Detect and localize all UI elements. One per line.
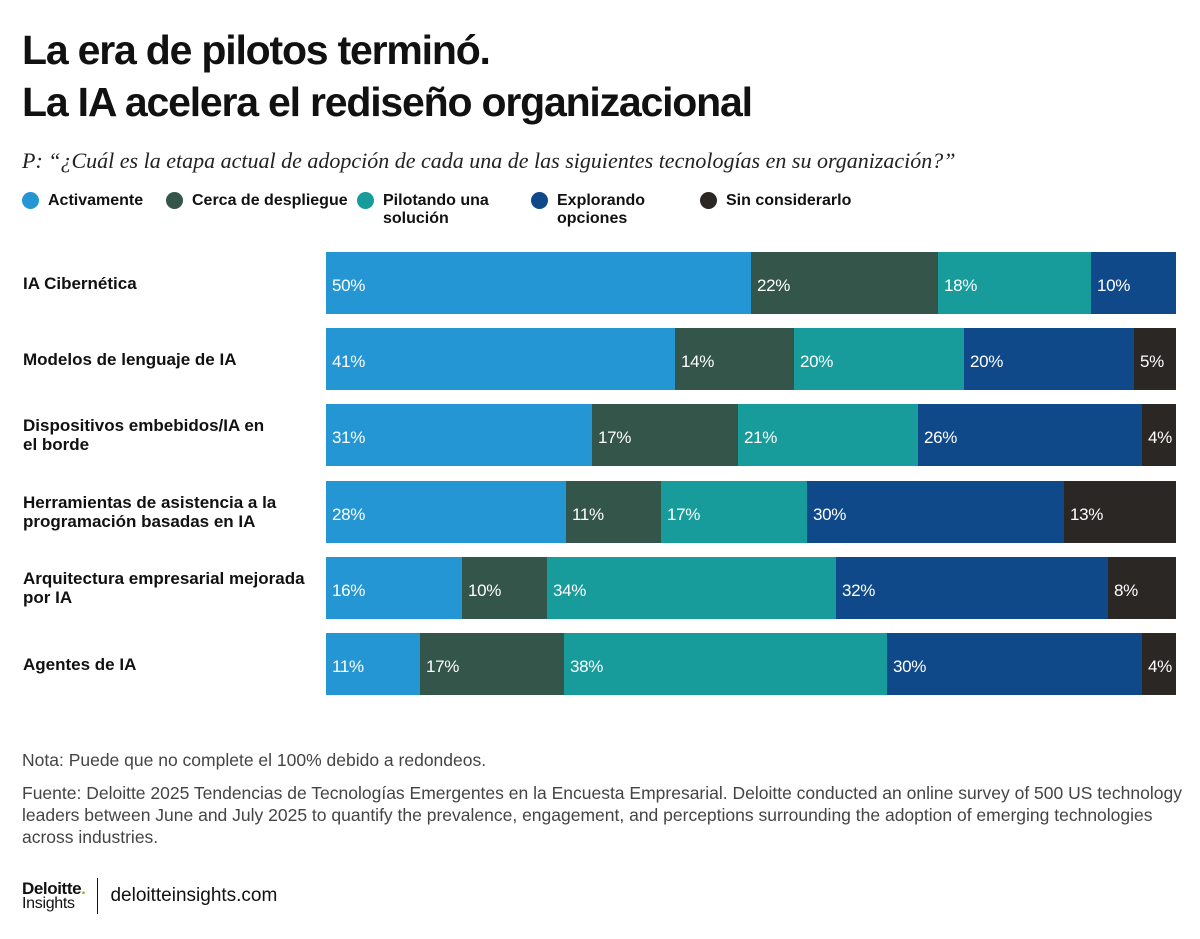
legend-label: Sin considerarlo bbox=[726, 192, 852, 209]
data-label: 20% bbox=[800, 352, 834, 371]
bar-segment bbox=[918, 404, 1142, 466]
footnote: Nota: Puede que no complete el 100% debi… bbox=[22, 750, 487, 770]
bar-segment bbox=[887, 633, 1142, 695]
title-line-1: La era de pilotos terminó. bbox=[22, 27, 491, 73]
data-label: 14% bbox=[681, 352, 715, 371]
bar-segment bbox=[420, 633, 564, 695]
data-label: 10% bbox=[1097, 276, 1131, 295]
data-label: 13% bbox=[1070, 505, 1104, 524]
bar-segment bbox=[1064, 481, 1176, 543]
source-note: Fuente: Deloitte 2025 Tendencias de Tecn… bbox=[22, 783, 1182, 847]
data-label: 17% bbox=[667, 505, 701, 524]
legend-swatch bbox=[22, 192, 39, 209]
legend-swatch bbox=[700, 192, 717, 209]
data-label: 4% bbox=[1148, 428, 1172, 447]
data-label: 28% bbox=[332, 505, 366, 524]
row-label: Dispositivos embebidos/IA en el borde bbox=[23, 416, 265, 454]
data-label: 30% bbox=[813, 505, 847, 524]
data-label: 11% bbox=[332, 657, 364, 676]
data-label: 21% bbox=[744, 428, 778, 447]
legend-label: Activamente bbox=[48, 192, 144, 209]
data-label: 8% bbox=[1114, 581, 1138, 600]
bar-segment bbox=[675, 328, 794, 390]
bar-segment bbox=[807, 481, 1064, 543]
bar-segment bbox=[326, 557, 462, 619]
bar-segment bbox=[836, 557, 1108, 619]
bar-segment bbox=[326, 404, 592, 466]
data-label: 32% bbox=[842, 581, 876, 600]
legend-item-explorando: Explorando opciones bbox=[531, 192, 657, 228]
row-label: Herramientas de asistencia a la programa… bbox=[23, 493, 277, 531]
data-label: 17% bbox=[426, 657, 460, 676]
row-label: IA Cibernética bbox=[23, 273, 137, 293]
deloitte-insights-logo: Deloitte. Insights bbox=[22, 879, 86, 912]
bar-segment bbox=[964, 328, 1134, 390]
bar-segment bbox=[326, 252, 751, 314]
bar-segment bbox=[938, 252, 1091, 314]
data-label: 5% bbox=[1140, 352, 1164, 371]
data-label: 34% bbox=[553, 581, 587, 600]
data-label: 41% bbox=[332, 352, 366, 371]
bar-segment bbox=[592, 404, 738, 466]
bar-segment bbox=[1091, 252, 1176, 314]
survey-question: P: “¿Cuál es la etapa actual de adopción… bbox=[22, 148, 956, 173]
data-label: 20% bbox=[970, 352, 1004, 371]
data-label: 18% bbox=[944, 276, 978, 295]
bar-segment bbox=[566, 481, 661, 543]
footer: Deloitte. Insights deloitteinsights.com bbox=[22, 878, 277, 914]
site-link[interactable]: deloitteinsights.com bbox=[110, 885, 278, 906]
legend-item-sin-considerarlo: Sin considerarlo bbox=[700, 192, 866, 210]
data-label: 30% bbox=[893, 657, 927, 676]
footer-divider bbox=[97, 878, 99, 914]
legend-item-cerca-de-despliegue: Cerca de despliegue bbox=[166, 192, 362, 210]
bar-segment bbox=[547, 557, 836, 619]
legend-label: Pilotando una solución bbox=[383, 192, 489, 227]
data-label: 11% bbox=[572, 505, 604, 524]
bar-segment bbox=[794, 328, 964, 390]
title-line-2: La IA acelera el rediseño organizacional bbox=[22, 79, 753, 125]
data-label: 50% bbox=[332, 276, 366, 295]
stacked-bar-chart: 50% 22% 18% 10% 41% 14% 20% 20% 5% 31% 17% 21% 26% 4%… bbox=[326, 0, 1176, 939]
bar-segment bbox=[738, 404, 918, 466]
bar-segment bbox=[1142, 633, 1176, 695]
bar-segment bbox=[1134, 328, 1176, 390]
legend-label: Explorando opciones bbox=[557, 192, 646, 227]
data-label: 26% bbox=[924, 428, 958, 447]
chart-title: La era de pilotos terminó. La IA acelera… bbox=[22, 24, 1172, 128]
bar-segment bbox=[326, 633, 420, 695]
bar-segment bbox=[326, 481, 566, 543]
legend-item-pilotando: Pilotando una solución bbox=[357, 192, 501, 228]
bar-segment bbox=[564, 633, 887, 695]
bar-segment bbox=[1108, 557, 1176, 619]
data-label: 4% bbox=[1148, 657, 1172, 676]
brand-name: Deloitte. bbox=[22, 879, 86, 898]
legend-swatch bbox=[357, 192, 374, 209]
data-label: 38% bbox=[570, 657, 604, 676]
bar-segment bbox=[462, 557, 547, 619]
row-label: Arquitectura empresarial mejorada por IA bbox=[23, 569, 305, 607]
bar-segment bbox=[661, 481, 807, 543]
data-label: 22% bbox=[757, 276, 791, 295]
data-label: 16% bbox=[332, 581, 366, 600]
legend-swatch bbox=[166, 192, 183, 209]
legend-label: Cerca de despliegue bbox=[192, 192, 348, 209]
bar-segment bbox=[326, 328, 675, 390]
brand-sub: Insights bbox=[22, 895, 75, 912]
bar-segment bbox=[751, 252, 938, 314]
data-label: 10% bbox=[468, 581, 502, 600]
legend-item-activamente: Activamente bbox=[22, 192, 168, 210]
row-label: Modelos de lenguaje de IA bbox=[23, 349, 237, 369]
bar-segment bbox=[1142, 404, 1176, 466]
data-label: 17% bbox=[598, 428, 632, 447]
row-label: Agentes de IA bbox=[23, 654, 137, 674]
data-label: 31% bbox=[332, 428, 366, 447]
legend-swatch bbox=[531, 192, 548, 209]
